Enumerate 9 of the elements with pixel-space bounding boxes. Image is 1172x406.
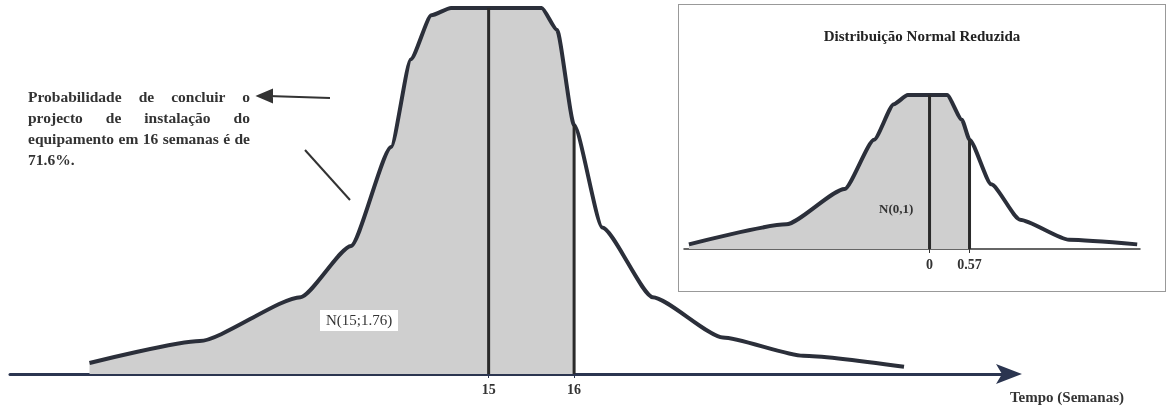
x-tick-label: 0.57: [957, 256, 982, 272]
chart-title: Distribuição Normal Reduzida: [823, 27, 1021, 44]
annotation: N(0,1): [879, 201, 914, 217]
x-tick-label: 0: [926, 256, 934, 272]
x-tick-label: 16: [567, 381, 582, 397]
x-axis-title: Tempo (Semanas): [1009, 388, 1125, 406]
annotation: Probabilidade de concluir o projecto de instalação do equipamento em 16 semanas é de 71.6%.: [28, 87, 250, 170]
x-tick-label: 15: [481, 381, 496, 397]
annotation: N(15;1.76): [320, 310, 399, 331]
